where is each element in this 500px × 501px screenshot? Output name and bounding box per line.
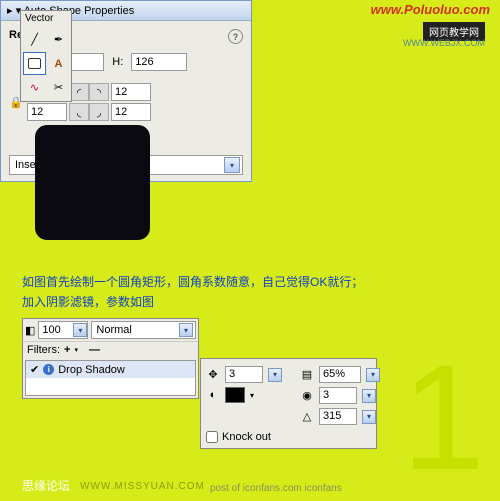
corner-tl-icon[interactable]: ◜: [69, 83, 89, 101]
angle-icon: △: [300, 410, 314, 423]
angle-input[interactable]: 315: [319, 408, 357, 425]
height-label: H:: [112, 56, 123, 68]
opacity-icon: ▤: [300, 368, 314, 381]
remove-filter-button[interactable]: —: [89, 344, 100, 356]
chevron-down-icon: ▾: [224, 157, 240, 173]
picker-icon[interactable]: ◧: [25, 324, 35, 337]
blend-mode-select[interactable]: Normal▾: [91, 321, 196, 339]
shadow-opacity-input[interactable]: 65%: [319, 366, 361, 383]
filters-panel: ◧ 100▾ Normal▾ Filters: +▾ — ✔ i Drop Sh…: [22, 318, 199, 399]
text-tool[interactable]: A: [47, 52, 70, 75]
chevron-down-icon[interactable]: ▾: [362, 410, 376, 424]
color-icon: ◐: [206, 389, 220, 401]
info-icon[interactable]: i: [43, 364, 54, 375]
corner-br-icon[interactable]: ◞: [89, 103, 109, 121]
add-filter-button[interactable]: +: [64, 344, 70, 356]
chevron-down-icon[interactable]: ▾: [366, 368, 380, 382]
corner-bl-icon[interactable]: ◟: [69, 103, 89, 121]
offset-icon: ✥: [206, 368, 220, 381]
chevron-down-icon[interactable]: ▾: [268, 368, 282, 382]
check-icon: ✔: [30, 363, 39, 376]
rectangle-tool[interactable]: [23, 52, 46, 75]
height-input[interactable]: 126: [131, 53, 187, 71]
footer-logo: 思缘论坛: [22, 477, 70, 494]
knife-tool[interactable]: ✂: [47, 76, 70, 99]
footer-url: WWW.MISSYUAN.COM: [80, 481, 205, 492]
vector-tools-panel: Vector ╱ ✒ A ∿ ✂: [20, 10, 72, 102]
filter-item-dropshadow[interactable]: ✔ i Drop Shadow: [26, 361, 195, 378]
watermark-url: www.Poluoluo.com: [371, 2, 490, 17]
opacity-input[interactable]: 100▾: [38, 321, 88, 339]
corner-br-input[interactable]: 12: [111, 103, 151, 121]
step-number: 1: [402, 342, 485, 492]
help-icon[interactable]: ?: [228, 29, 243, 44]
offset-input[interactable]: 3: [225, 366, 263, 383]
line-tool[interactable]: ╱: [23, 28, 46, 51]
footer-watermark: post of iconfans.com iconfans: [210, 483, 342, 494]
blur-input[interactable]: 3: [319, 387, 357, 404]
knockout-checkbox[interactable]: [206, 431, 218, 443]
vector-title: Vector: [21, 11, 71, 26]
blur-icon: ◉: [300, 389, 314, 402]
pen-tool[interactable]: ✒: [47, 28, 70, 51]
instruction-text: 如图首先绘制一个圆角矩形，圆角系数随意，自己觉得OK就行； 加入阴影滤镜，参数如…: [22, 272, 363, 312]
shadow-settings-panel: ✥3▾ ◐▾ ▤65%▾ ◉3▾ △315▾ Knock out: [200, 358, 377, 449]
filter-list: ✔ i Drop Shadow: [25, 360, 196, 396]
corner-tr-input[interactable]: 12: [111, 83, 151, 101]
corner-bl-input[interactable]: 12: [27, 103, 67, 121]
corner-tr-icon[interactable]: ◝: [89, 83, 109, 101]
shape-preview: [35, 125, 150, 240]
chevron-down-icon[interactable]: ▾: [362, 389, 376, 403]
knockout-label: Knock out: [222, 431, 271, 443]
watermark-suburl: WWW.WEBJX.COM: [403, 38, 485, 48]
shadow-color-swatch[interactable]: [225, 387, 245, 403]
freeform-tool[interactable]: ∿: [23, 76, 46, 99]
filters-label: Filters:: [27, 344, 60, 356]
